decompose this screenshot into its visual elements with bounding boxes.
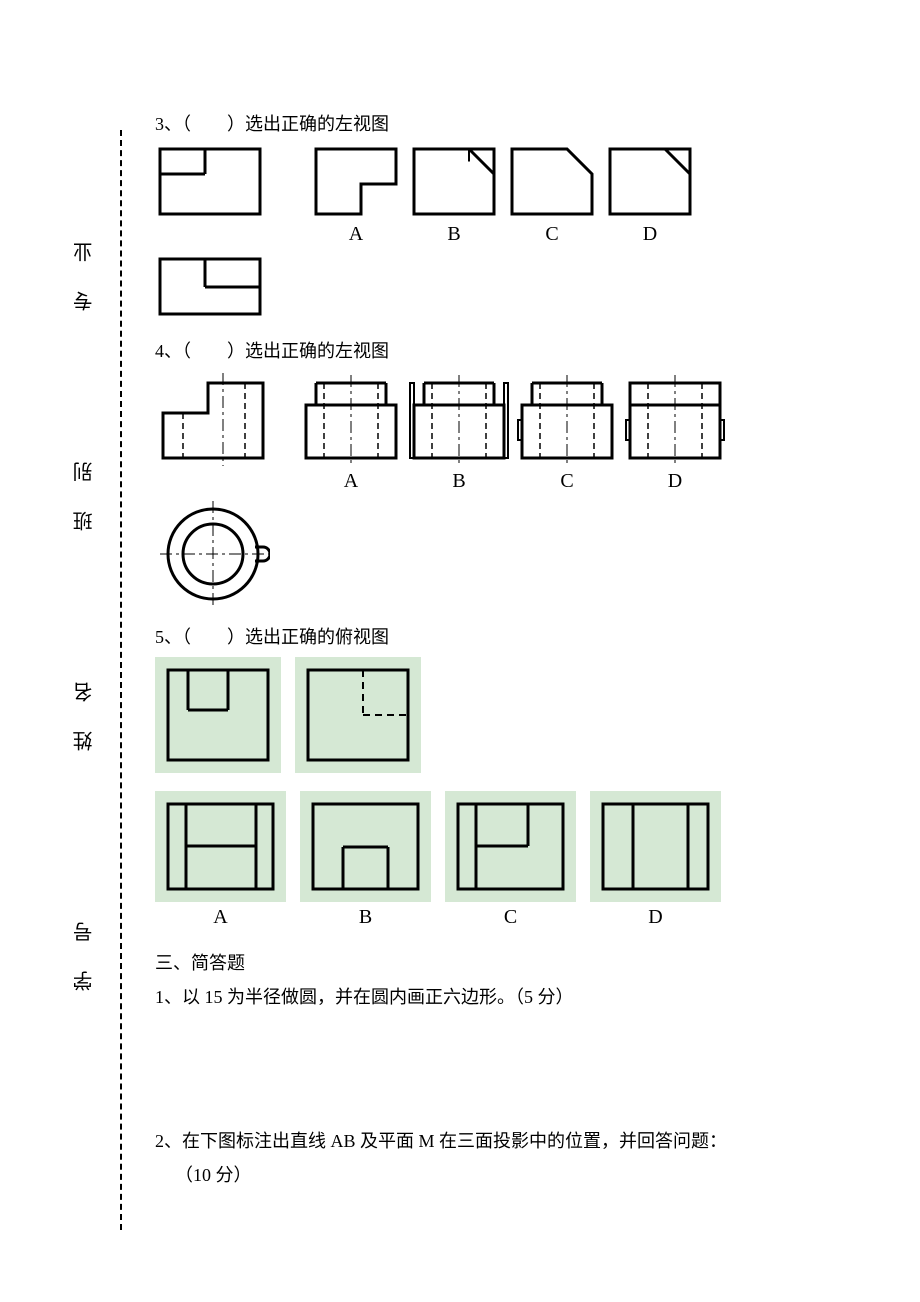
q3-given-front (155, 144, 265, 219)
side-label-name: 姓 名 (70, 670, 99, 751)
q3-label-c: C (545, 223, 558, 246)
q5-given-side (295, 657, 421, 773)
q3-text: 3、（ ）选出正确的左视图 (155, 110, 855, 136)
section3-title: 三、简答题 (155, 949, 855, 975)
section3-q1: 1、以 15 为半径做圆，并在圆内画正六边形。（5 分） (155, 983, 855, 1009)
q4-option-a: A (301, 371, 401, 493)
q3-given-top (155, 254, 265, 319)
q4-label-d: D (668, 470, 682, 493)
question-3: 3、（ ）选出正确的左视图 A B C D (155, 110, 855, 319)
q5-label-d: D (648, 906, 662, 929)
q5-option-c: C (445, 791, 576, 929)
q4-option-c: C (517, 371, 617, 493)
q5-label-b: B (359, 906, 372, 929)
q4-option-d: D (625, 371, 725, 493)
q5-option-a: A (155, 791, 286, 929)
q3-option-c: C (507, 144, 597, 246)
q4-option-b: B (409, 371, 509, 493)
q4-given-top (155, 499, 270, 609)
q4-label-c: C (560, 470, 573, 493)
q3-option-d: D (605, 144, 695, 246)
question-4: 4、（ ）选出正确的左视图 A B C D (155, 337, 855, 609)
section3-q2: 2、在下图标注出直线 AB 及平面 M 在三面投影中的位置，并回答问题： (155, 1127, 855, 1153)
binding-dashed-line (120, 130, 122, 1230)
q3-label-d: D (643, 223, 657, 246)
side-label-id: 学 号 (70, 910, 99, 991)
q3-option-b: B (409, 144, 499, 246)
q5-label-c: C (504, 906, 517, 929)
q5-label-a: A (213, 906, 227, 929)
q5-option-b: B (300, 791, 431, 929)
q3-option-a: A (311, 144, 401, 246)
question-5: 5、（ ）选出正确的俯视图 A B C D (155, 623, 855, 929)
content-area: 3、（ ）选出正确的左视图 A B C D (155, 110, 855, 1195)
side-label-class: 班 别 (70, 450, 99, 531)
section3-q2-cont: （10 分） (155, 1161, 855, 1187)
binding-margin: 专 业 班 别 姓 名 学 号 (60, 130, 120, 1230)
q4-given-front (155, 371, 270, 466)
q5-option-d: D (590, 791, 721, 929)
q5-text: 5、（ ）选出正确的俯视图 (155, 623, 855, 649)
q4-label-a: A (344, 470, 358, 493)
q4-label-b: B (452, 470, 465, 493)
q3-label-b: B (447, 223, 460, 246)
q5-given-front (155, 657, 281, 773)
side-label-major: 专 业 (70, 230, 99, 311)
q4-text: 4、（ ）选出正确的左视图 (155, 337, 855, 363)
q3-label-a: A (349, 223, 363, 246)
